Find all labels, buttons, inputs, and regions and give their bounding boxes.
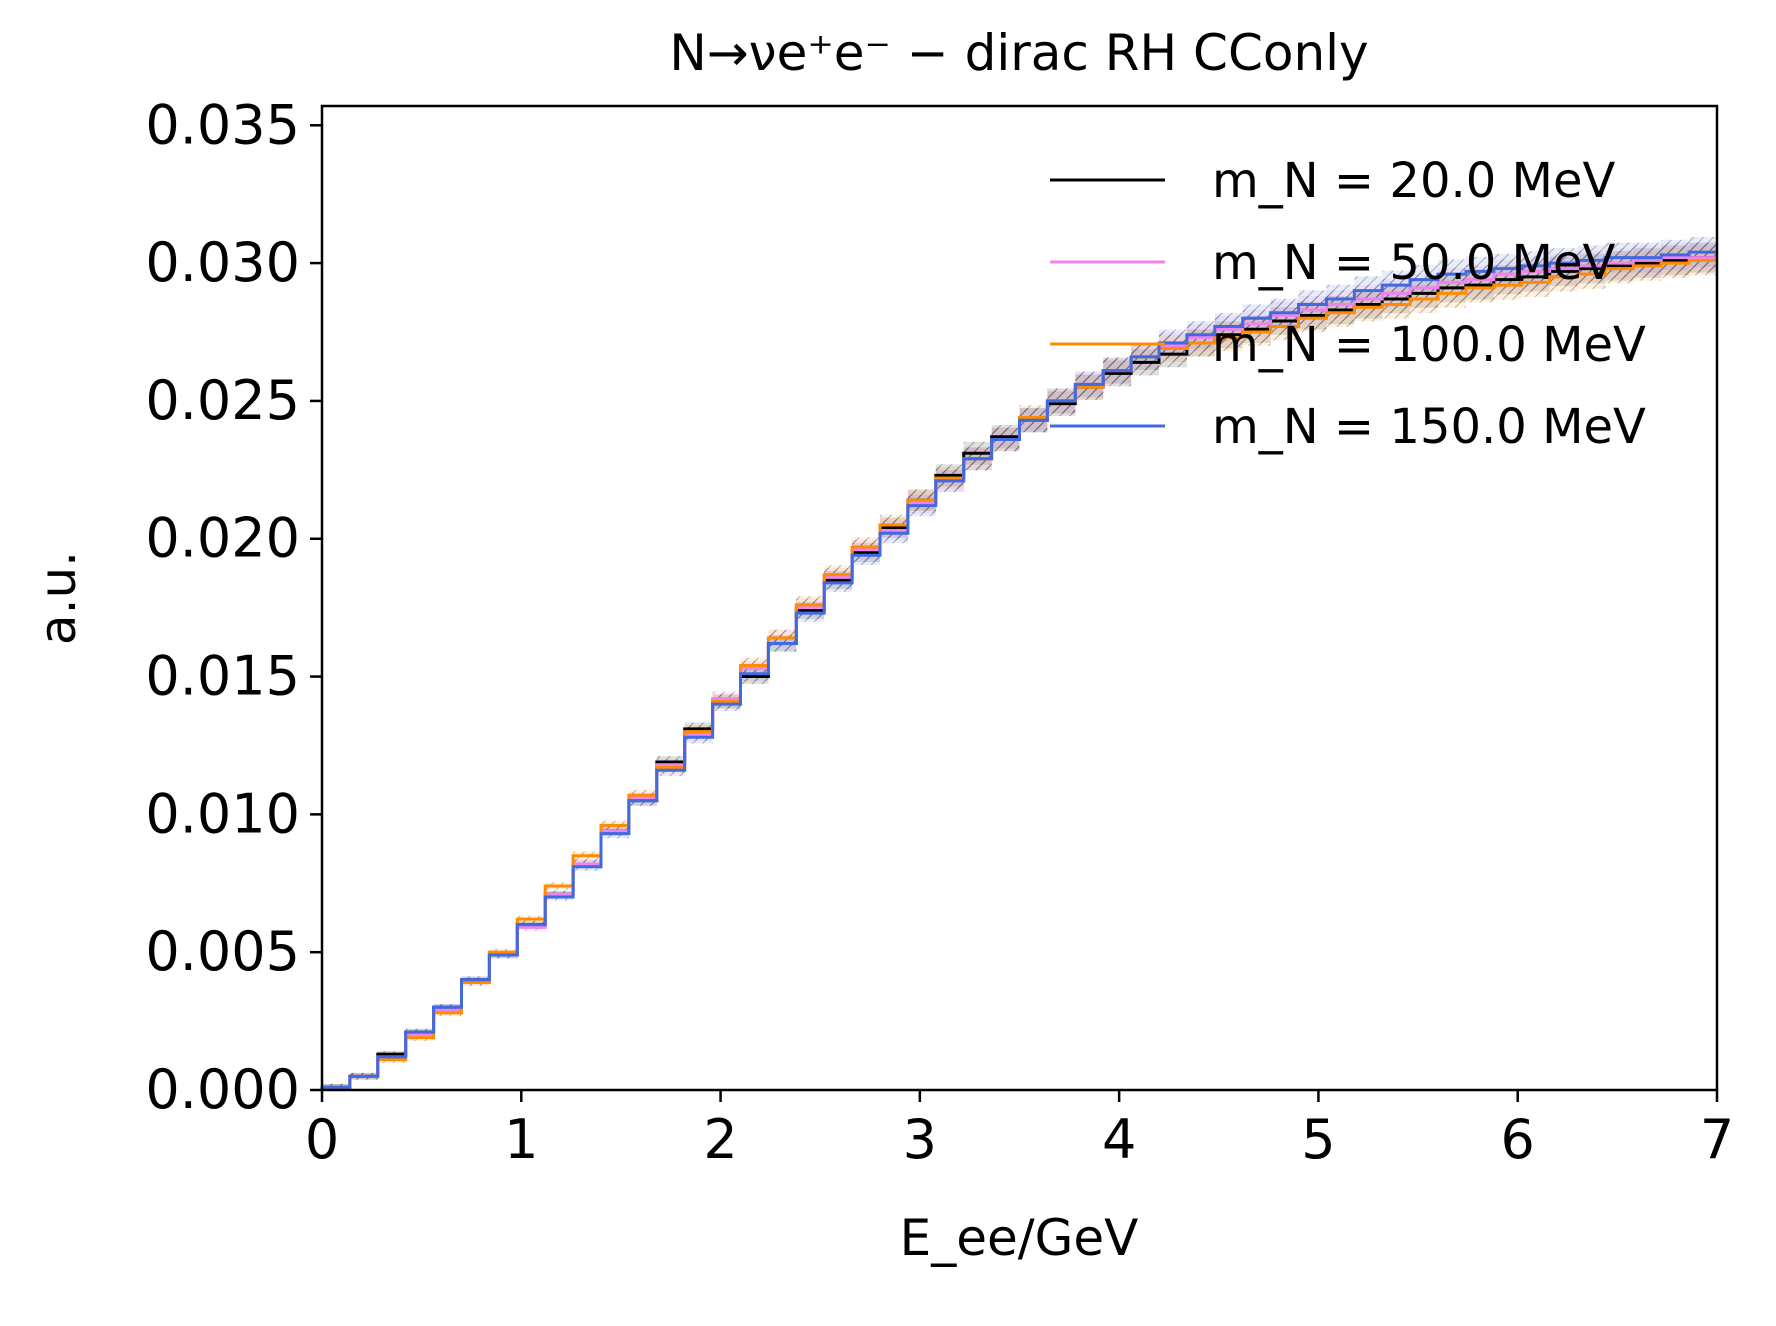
series-line-1 xyxy=(320,256,1717,1090)
y-axis-label: a.u. xyxy=(29,551,87,645)
series-line-0 xyxy=(320,256,1717,1090)
legend-label: m_N = 100.0 MeV xyxy=(1212,317,1646,373)
y-tick-label: 0.015 xyxy=(145,645,300,708)
x-tick-label: 1 xyxy=(504,1108,538,1171)
y-tick-label: 0.035 xyxy=(145,93,300,156)
y-tick-label: 0.000 xyxy=(145,1058,300,1121)
legend-label: m_N = 20.0 MeV xyxy=(1212,153,1615,209)
y-tick-label: 0.020 xyxy=(145,507,300,570)
y-tick-label: 0.025 xyxy=(145,369,300,432)
x-tick-label: 4 xyxy=(1102,1108,1136,1171)
x-tick-label: 2 xyxy=(703,1108,737,1171)
chart-title: N→νe⁺e⁻ − dirac RH CConly xyxy=(669,24,1368,82)
legend-label: m_N = 50.0 MeV xyxy=(1212,235,1615,291)
x-tick-label: 7 xyxy=(1700,1108,1734,1171)
series-lines xyxy=(320,250,1717,1090)
y-tick-label: 0.010 xyxy=(145,782,300,845)
x-tick-label: 3 xyxy=(903,1108,937,1171)
x-tick-label: 5 xyxy=(1301,1108,1335,1171)
legend: m_N = 20.0 MeV m_N = 50.0 MeV m_N = 100.0 … xyxy=(1050,153,1646,455)
x-axis-label: E_ee/GeV xyxy=(900,1209,1139,1267)
y-tick-label: 0.005 xyxy=(145,920,300,983)
series-line-2 xyxy=(320,258,1717,1090)
series-line-3 xyxy=(320,250,1717,1090)
y-tick-label: 0.030 xyxy=(145,231,300,294)
legend-label: m_N = 150.0 MeV xyxy=(1212,399,1646,455)
x-ticks: 0 1 2 3 4 5 6 7 xyxy=(305,1090,1734,1171)
y-ticks: 0.000 0.005 0.010 0.015 0.020 0.025 0.030 0.035 xyxy=(145,93,322,1121)
x-tick-label: 0 xyxy=(305,1108,339,1171)
plot-frame xyxy=(320,104,1719,1092)
x-tick-label: 6 xyxy=(1501,1108,1535,1171)
